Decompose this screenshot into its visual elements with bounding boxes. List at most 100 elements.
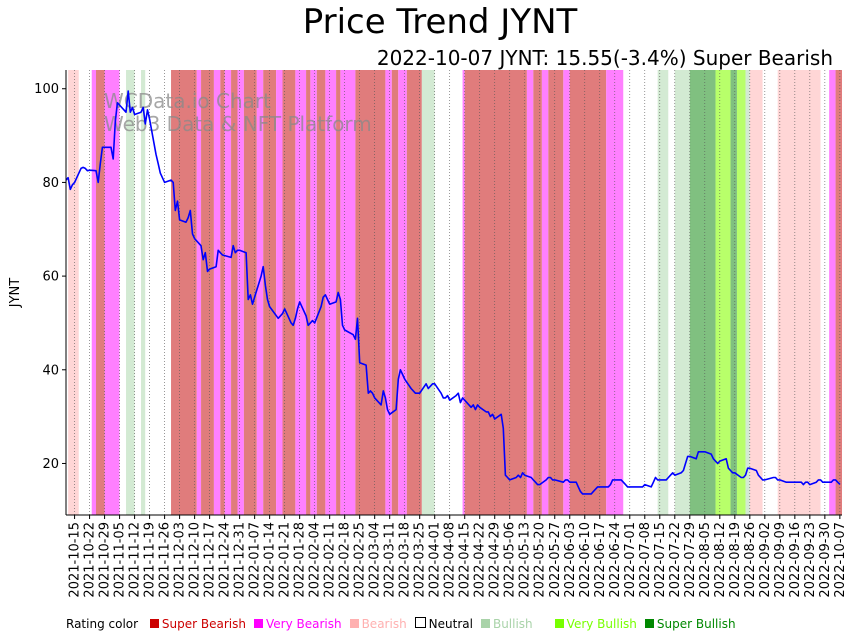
x-tick-label: 2022-02-11 — [323, 522, 338, 598]
legend-item-neutral: Neutral — [407, 617, 473, 631]
x-tick-label: 2021-11-05 — [113, 522, 128, 598]
rating-band-very-bearish — [325, 70, 337, 515]
x-tick-label: 2022-09-16 — [788, 522, 803, 598]
y-axis-label: JYNT — [8, 278, 23, 308]
x-tick-label: 2022-02-18 — [338, 522, 353, 598]
x-tick-label: 2021-10-15 — [68, 522, 83, 598]
rating-band-neutral — [119, 70, 127, 515]
x-tick-label: 2022-01-14 — [263, 522, 278, 598]
rating-band-very-bearish — [295, 70, 307, 515]
legend-text: Bearish — [361, 617, 407, 631]
rating-band-very-bearish — [310, 70, 317, 515]
x-tick-label: 2022-05-06 — [503, 522, 518, 598]
legend-text: Super Bullish — [656, 617, 736, 631]
rating-band-super-bearish — [464, 70, 527, 515]
rating-band-super-bearish — [220, 70, 225, 515]
legend-text: Neutral — [428, 617, 473, 631]
x-tick-label: 2021-11-26 — [158, 522, 173, 598]
rating-band-very-bearish — [91, 70, 97, 515]
x-tick-label: 2021-12-31 — [233, 522, 248, 598]
y-tick-label: 80 — [42, 176, 59, 191]
x-tick-label: 2022-06-24 — [608, 522, 623, 598]
x-tick-label: 2022-04-29 — [488, 522, 503, 598]
rating-band-super-bearish — [201, 70, 214, 515]
rating-band-super-bearish — [306, 70, 311, 515]
rating-band-super-bearish — [533, 70, 542, 515]
rating-band-super-bearish — [406, 70, 422, 515]
rating-band-super-bearish — [316, 70, 326, 515]
rating-band-bearish — [749, 70, 763, 515]
x-tick-label: 2022-04-22 — [473, 522, 488, 598]
rating-band-very-bearish — [398, 70, 407, 515]
x-tick-label: 2022-02-04 — [308, 522, 323, 598]
rating-band-super-bullish — [689, 70, 716, 515]
x-tick-label: 2022-07-29 — [683, 522, 698, 598]
legend-text: Bullish — [492, 617, 533, 631]
rating-band-super-bearish — [391, 70, 399, 515]
x-tick-label: 2022-07-22 — [668, 522, 683, 598]
legend-item-super-bullish: Super Bullish — [637, 617, 736, 631]
rating-band-bullish — [745, 70, 750, 515]
x-tick-label: 2022-09-30 — [818, 522, 833, 598]
legend-swatch — [554, 619, 564, 628]
x-tick-label: 2022-09-02 — [758, 522, 773, 598]
y-tick-label: 60 — [42, 270, 59, 285]
rating-band-super-bullish — [730, 70, 737, 515]
rating-band-very-bearish — [196, 70, 202, 515]
rating-band-neutral — [668, 70, 675, 515]
x-tick-label: 2022-03-25 — [413, 522, 428, 598]
rating-band-super-bearish — [231, 70, 238, 515]
rating-band-super-bearish — [569, 70, 607, 515]
rating-band-very-bearish — [462, 70, 465, 515]
x-tick-label: 2022-06-10 — [578, 522, 593, 598]
x-tick-label: 2022-07-15 — [653, 522, 668, 598]
rating-band-very-bearish — [276, 70, 283, 515]
rating-band-neutral — [145, 70, 172, 515]
legend-text: Very Bearish — [265, 617, 342, 631]
y-tick-label: 20 — [42, 457, 59, 472]
x-tick-label: 2021-12-03 — [173, 522, 188, 598]
x-tick-label: 2022-08-19 — [728, 522, 743, 598]
x-tick-label: 2021-12-24 — [218, 522, 233, 598]
legend-swatch — [480, 619, 490, 628]
x-tick-label: 2022-10-07 — [833, 522, 848, 598]
y-tick-label: 40 — [42, 363, 59, 378]
x-tick-label: 2021-12-10 — [188, 522, 203, 598]
legend-swatch — [253, 619, 263, 628]
x-tick-label: 2022-08-12 — [713, 522, 728, 598]
x-tick-label: 2022-01-28 — [293, 522, 308, 598]
x-tick-label: 2022-04-15 — [458, 522, 473, 598]
x-tick-label: 2022-03-11 — [383, 522, 398, 598]
x-tick-label: 2022-08-05 — [698, 522, 713, 598]
legend-swatch — [149, 619, 159, 628]
rating-band-neutral — [78, 70, 92, 515]
x-tick-label: 2021-12-17 — [203, 522, 218, 598]
legend-items: Super Bearish Very Bearish Bearish Neutral B… — [142, 617, 736, 631]
rating-band-super-bearish — [282, 70, 296, 515]
x-tick-label: 2022-03-18 — [398, 522, 413, 598]
rating-band-very-bearish — [237, 70, 244, 515]
x-tick-label: 2022-03-04 — [368, 522, 383, 598]
rating-band-very-bearish — [385, 70, 392, 515]
rating-band-bullish — [126, 70, 135, 515]
rating-band-very-bearish — [340, 70, 356, 515]
rating-band-neutral — [66, 70, 69, 515]
x-tick-label: 2022-09-09 — [773, 522, 788, 598]
x-tick-label: 2022-06-03 — [563, 522, 578, 598]
x-tick-label: 2021-11-12 — [128, 522, 143, 598]
x-tick-label: 2022-05-13 — [518, 522, 533, 598]
x-tick-label: 2022-07-01 — [623, 522, 638, 598]
x-tick-label: 2022-04-08 — [443, 522, 458, 598]
legend-item-very-bearish: Very Bearish — [246, 617, 342, 631]
legend-label: Rating color — [66, 617, 139, 631]
x-tick-label: 2022-02-25 — [353, 522, 368, 598]
rating-band-bullish — [674, 70, 690, 515]
rating-band-super-bearish — [548, 70, 564, 515]
rating-band-super-bearish — [171, 70, 197, 515]
rating-band-neutral — [134, 70, 142, 515]
x-tick-label: 2022-09-23 — [803, 522, 818, 598]
rating-band-super-bearish — [355, 70, 386, 515]
rating-legend: Rating color Super Bearish Very Bearish Be… — [66, 617, 736, 631]
legend-text: Super Bearish — [161, 617, 246, 631]
